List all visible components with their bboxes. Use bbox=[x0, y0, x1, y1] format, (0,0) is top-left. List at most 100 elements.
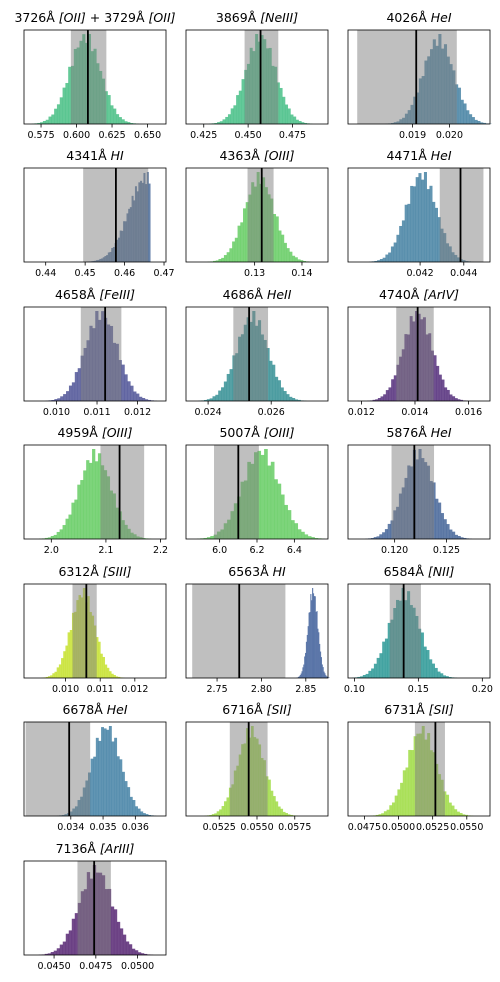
histogram-bar bbox=[122, 934, 127, 955]
credible-interval-band bbox=[414, 722, 445, 816]
histogram-bar bbox=[116, 921, 121, 955]
histogram-bar bbox=[147, 399, 152, 401]
histogram-bar bbox=[389, 805, 393, 816]
x-tick-label: 6.2 bbox=[249, 545, 264, 556]
histogram-bar bbox=[293, 116, 297, 124]
histogram-bar bbox=[477, 121, 481, 124]
x-tick-label: 0.125 bbox=[433, 545, 460, 556]
panel-title: 4471Å HeI bbox=[386, 148, 451, 163]
histogram-panel: 0.0525 0.0550 0.0575 6716Å [SII] bbox=[185, 702, 329, 833]
histogram-bar bbox=[303, 664, 305, 678]
histogram-bar bbox=[446, 389, 450, 401]
histogram-bar bbox=[463, 537, 467, 539]
histogram-bar bbox=[47, 537, 52, 539]
histogram-bar bbox=[245, 202, 249, 262]
histogram-bar bbox=[295, 119, 299, 124]
histogram-panel: 0.10 0.15 0.20 6584Å [NII] bbox=[344, 564, 493, 695]
histogram-bar bbox=[127, 787, 131, 816]
histogram-bar bbox=[274, 376, 279, 401]
histogram-bar bbox=[241, 79, 245, 124]
credible-interval-band bbox=[247, 168, 274, 262]
histogram-bar bbox=[423, 646, 427, 678]
histogram-bar bbox=[51, 400, 55, 401]
panel-title: 4363Å [OIII] bbox=[219, 148, 294, 163]
histogram-bar bbox=[443, 519, 447, 539]
histogram-bar bbox=[451, 805, 455, 816]
x-tick-label: 0.15 bbox=[408, 684, 429, 695]
x-tick-label: 0.600 bbox=[63, 130, 90, 141]
histogram-bar bbox=[315, 611, 317, 678]
histogram-bar bbox=[282, 96, 286, 124]
histogram-bar bbox=[306, 634, 308, 678]
histogram-bar bbox=[281, 234, 285, 262]
panel-title: 4026Å HeI bbox=[386, 10, 451, 25]
histogram-bar bbox=[214, 123, 218, 124]
histogram-bar bbox=[114, 737, 118, 816]
x-tick-label: 0.0550 bbox=[240, 822, 273, 833]
histogram-bar bbox=[209, 815, 213, 816]
histogram-bar bbox=[268, 779, 271, 816]
x-tick-label: 0.425 bbox=[190, 130, 217, 141]
histogram-bar bbox=[444, 387, 448, 401]
histogram-bar bbox=[113, 108, 117, 124]
histogram-bar bbox=[382, 532, 386, 539]
histogram-bar bbox=[37, 122, 41, 124]
x-tick-label: 0.026 bbox=[258, 407, 285, 418]
panel-title: 3869Å [NeIII] bbox=[216, 10, 298, 25]
histogram-bar bbox=[131, 948, 136, 955]
histogram-bar bbox=[375, 399, 379, 401]
histogram-bar bbox=[135, 806, 138, 816]
histogram-bar bbox=[304, 534, 309, 539]
histogram-bar bbox=[130, 385, 134, 401]
histogram-bar bbox=[272, 796, 276, 816]
histogram-bar bbox=[302, 261, 307, 262]
histogram-bar bbox=[376, 657, 380, 678]
histogram-bar bbox=[57, 398, 61, 401]
histogram-bar bbox=[286, 394, 290, 401]
credible-interval-band bbox=[25, 722, 91, 816]
histogram-bar bbox=[407, 203, 411, 262]
histogram-bar bbox=[312, 588, 314, 678]
histogram-bar bbox=[203, 399, 208, 401]
histogram-bar bbox=[140, 953, 145, 955]
histogram-bar bbox=[362, 675, 366, 678]
histogram-bar bbox=[449, 529, 453, 539]
histogram-bar bbox=[415, 177, 419, 262]
histogram-bar bbox=[372, 399, 376, 401]
histogram-bar bbox=[115, 114, 120, 124]
histogram-bar bbox=[67, 632, 71, 678]
histogram-bar bbox=[385, 254, 389, 262]
histogram-bar bbox=[226, 373, 230, 401]
histogram-bar bbox=[218, 390, 222, 401]
histogram-bar bbox=[124, 121, 128, 124]
histogram-panel: 0.0475 0.0500 0.0525 0.0550 6731Å [SII] bbox=[347, 702, 491, 833]
x-tick-label: 0.042 bbox=[406, 268, 433, 279]
histogram-bar bbox=[111, 741, 115, 816]
histogram-bar bbox=[62, 87, 66, 124]
panel-title: 4959Å [OIII] bbox=[57, 425, 132, 440]
histogram-bar bbox=[53, 950, 58, 955]
histogram-bar bbox=[44, 953, 49, 955]
histogram-bar bbox=[110, 906, 115, 955]
x-tick-label: 0.014 bbox=[401, 407, 428, 418]
x-tick-label: 0.0525 bbox=[416, 822, 449, 833]
histogram-bar bbox=[457, 535, 461, 539]
histogram-panel: 0.44 0.45 0.46 0.47 4341Å HI bbox=[23, 148, 175, 279]
axes-frame bbox=[347, 29, 491, 125]
histogram-bar bbox=[305, 641, 308, 678]
histogram-panel: 0.575 0.600 0.625 0.650 3726Å [OII] + 3729Å … bbox=[14, 10, 175, 141]
histogram-bar bbox=[405, 767, 409, 816]
histogram-bar bbox=[89, 462, 93, 539]
histogram-bar bbox=[290, 114, 294, 124]
histogram-bar bbox=[323, 671, 325, 678]
histogram-bar bbox=[436, 365, 440, 401]
histogram-bar bbox=[236, 95, 240, 124]
histogram-panel: 0.425 0.450 0.475 3869Å [NeIII] bbox=[185, 10, 329, 141]
histogram-bar bbox=[222, 119, 226, 124]
histogram-bar bbox=[113, 675, 116, 678]
histogram-bar bbox=[423, 172, 427, 262]
histogram-panel: 0.012 0.014 0.016 4740Å [ArIV] bbox=[347, 287, 491, 418]
histogram-bar bbox=[108, 726, 112, 816]
histogram-bar bbox=[50, 952, 55, 955]
histogram-bar bbox=[322, 667, 324, 678]
